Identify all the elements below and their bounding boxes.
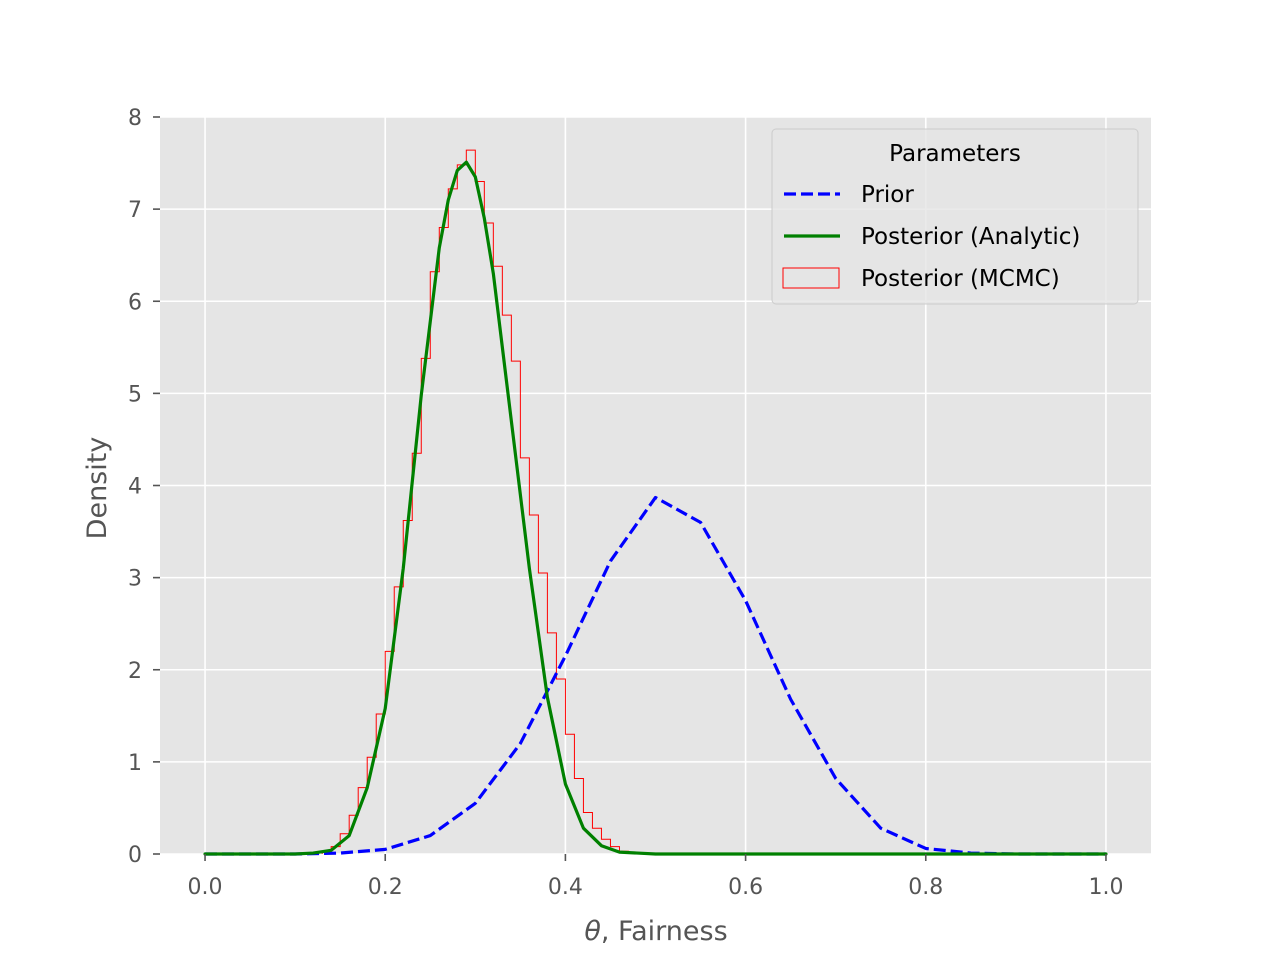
- legend-box: [771, 128, 1139, 305]
- x-tick-label: 1.0: [1088, 875, 1123, 900]
- y-tick-label: 7: [128, 198, 142, 223]
- x-axis-label-text: , Fairness: [601, 916, 728, 947]
- x-tick-label: 0.6: [728, 875, 763, 900]
- legend-prior-label: Prior: [861, 182, 914, 208]
- series-lines: [203, 160, 1108, 856]
- y-tick-label: 3: [128, 567, 142, 592]
- x-axis-label: θ, Fairness: [584, 916, 727, 947]
- gridlines: [160, 116, 1151, 855]
- y-tick-label: 8: [128, 106, 142, 131]
- legend: Parameters Prior Posterior (Analytic) Po…: [771, 128, 1139, 305]
- y-tick-label: 4: [128, 475, 142, 500]
- y-tick-label: 0: [128, 843, 142, 868]
- y-tick-label: 2: [128, 659, 142, 684]
- legend-analytic-label: Posterior (Analytic): [861, 224, 1080, 250]
- legend-title: Parameters: [889, 141, 1021, 167]
- legend-mcmc-label: Posterior (MCMC): [861, 266, 1060, 292]
- y-tick-label: 6: [128, 290, 142, 315]
- x-tick-label: 0.0: [188, 875, 223, 900]
- y-tick-label: 5: [128, 382, 142, 407]
- y-tick-label: 1: [128, 751, 142, 776]
- x-tick-label: 0.2: [368, 875, 403, 900]
- x-tick-label: 0.4: [548, 875, 583, 900]
- y-axis-label: Density: [82, 437, 113, 540]
- legend-mcmc-swatch: [782, 267, 840, 289]
- posterior-analytic-line: [203, 160, 1108, 856]
- x-tick-label: 0.8: [908, 875, 943, 900]
- x-axis-label-symbol: θ: [584, 916, 601, 947]
- axis-ticks: 0.0 0.2 0.4 0.6 0.8 1.0 0 1 2 3 4 5 6 7 8: [128, 106, 1123, 900]
- prior-line: [205, 495, 1106, 856]
